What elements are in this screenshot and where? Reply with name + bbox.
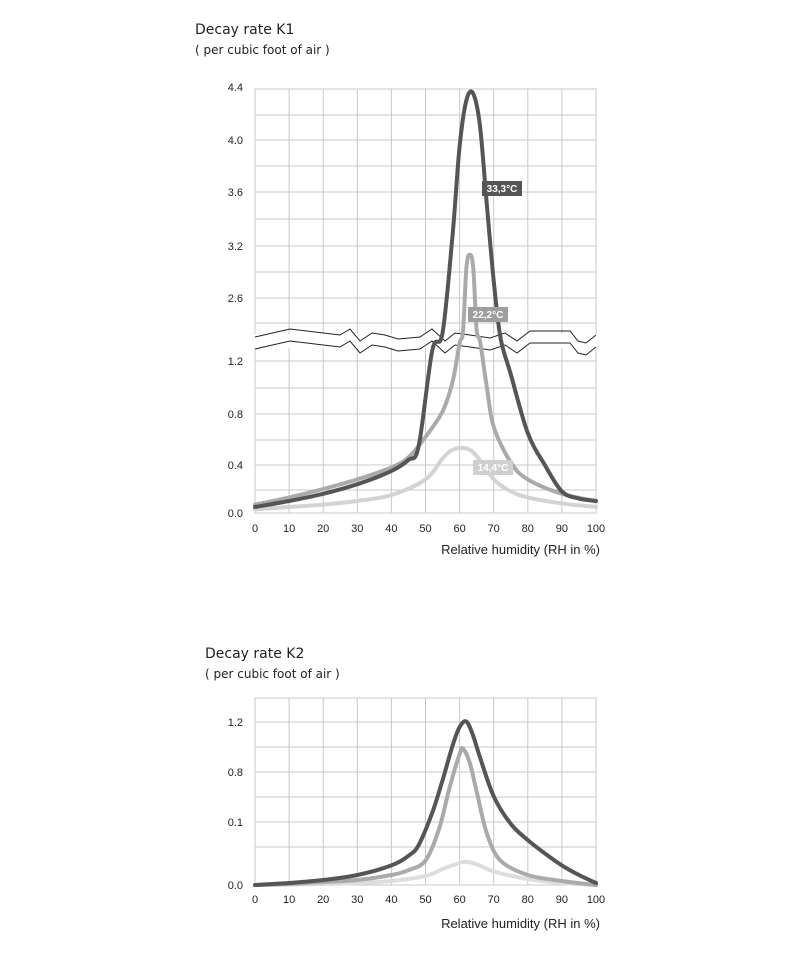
chart1-y-tick-label: 0.8 [228,409,243,421]
chart1-x-tick-label: 100 [587,523,605,535]
chart2-x-tick-label: 50 [419,894,431,906]
chart1-series-label: 14,4°C [478,463,509,474]
chart2-series-line [253,745,598,887]
chart2-x-tick-label: 40 [385,894,397,906]
chart1-y-tick-label: 3.2 [228,241,243,253]
chart1-series-label: 22,2°C [473,310,504,321]
chart2-y-tick-label: 0.8 [228,767,243,779]
chart2-x-tick-label: 90 [556,894,568,906]
chart1-x-tick-label: 40 [385,523,397,535]
chart1-y-tick-label: 4.0 [228,135,243,147]
chart1-x-axis-title: Relative humidity (RH in %) [441,542,600,557]
chart1-series-label: 33,3°C [487,184,518,195]
chart1-series-label-box [482,181,522,196]
chart1-y-tick-label: 4.4 [228,82,243,94]
chart1-x-tick-label: 0 [252,523,258,535]
chart1-series-line [253,252,598,507]
axis-break-line-bottom [254,340,597,356]
chart2: 0.0 0.1 0.8 1.2 0 10 20 30 40 50 60 70 80 90 100 Relati… [228,697,605,931]
chart2-subtitle: ( per cubic foot of air ) [205,667,340,681]
chart2-x-tick-label: 30 [351,894,363,906]
chart1-x-tick-label: 80 [522,523,534,535]
chart2-title: Decay rate K2 [205,646,305,662]
chart1-x-tick-label: 20 [317,523,329,535]
chart1-series-line [253,445,598,512]
chart1-y-tick-label: 1.2 [228,356,243,368]
chart1-x-tick-label: 70 [488,523,500,535]
chart2-x-tick-label: 10 [283,894,295,906]
chart2-y-tick-label: 0.1 [228,817,243,829]
chart2-x-axis-title: Relative humidity (RH in %) [441,916,600,931]
chart1-y-tick-label: 0.4 [228,460,243,472]
chart1-x-tick-label: 10 [283,523,295,535]
chart1-y-tick-label: 2.6 [228,293,243,305]
chart2-x-tick-label: 100 [587,894,605,906]
chart1-series-label-box [473,460,513,475]
chart2-y-tick-label: 0.0 [228,880,243,892]
chart2-series-line [253,859,598,887]
chart1: 0.0 0.4 0.8 1.2 2.6 3.2 3.6 4.0 4.4 0 10 20 30 40 50 60… [228,82,605,557]
chart1-series-label-box [468,307,508,322]
chart1-subtitle: ( per cubic foot of air ) [195,43,330,57]
chart2-x-tick-label: 20 [317,894,329,906]
chart1-y-tick-label: 3.6 [228,187,243,199]
chart2-x-tick-label: 70 [488,894,500,906]
chart2-x-tick-label: 80 [522,894,534,906]
chart1-x-tick-label: 60 [453,523,465,535]
chart2-x-tick-label: 60 [453,894,465,906]
chart1-series-line [253,89,598,509]
chart1-x-tick-label: 30 [351,523,363,535]
axis-break-line-top [254,328,597,344]
chart1-x-tick-label: 90 [556,523,568,535]
chart2-x-tick-label: 0 [252,894,258,906]
chart1-title: Decay rate K1 [195,22,295,38]
chart2-series-line [253,719,598,887]
chart1-y-tick-label: 0.0 [228,508,243,520]
chart1-x-tick-label: 50 [419,523,431,535]
chart2-y-tick-label: 1.2 [228,717,243,729]
